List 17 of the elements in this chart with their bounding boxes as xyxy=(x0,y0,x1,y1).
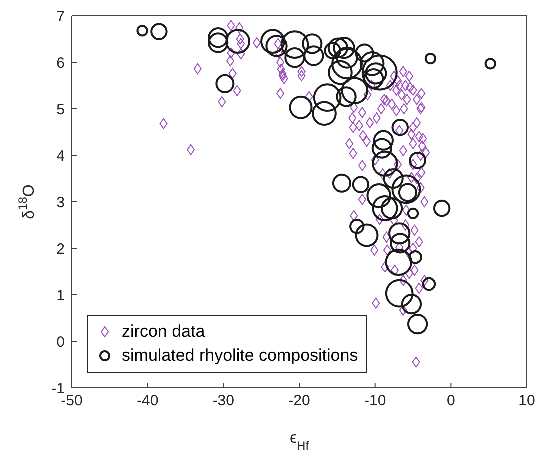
x-tick-label: -10 xyxy=(364,392,386,410)
legend-label: simulated rhyolite compositions xyxy=(122,346,358,366)
y-tick-label: 0 xyxy=(56,334,65,351)
y-tick-label: 4 xyxy=(56,148,65,165)
x-tick-label: -20 xyxy=(288,392,310,410)
y-tick-label: 7 xyxy=(56,8,65,26)
y-tick-label: 5 xyxy=(56,101,65,118)
y-tick-label: 1 xyxy=(56,287,65,304)
x-tick-label: -40 xyxy=(136,392,159,410)
x-axis-title: ϵ$_{Hf}$ xyxy=(290,430,310,453)
y-tick-label: 3 xyxy=(56,194,65,212)
x-tick-label: 10 xyxy=(518,392,536,410)
y-tick-label: 2 xyxy=(56,240,65,258)
x-tick-label: 0 xyxy=(446,392,456,410)
y-tick-label: 6 xyxy=(56,54,65,72)
legend-label: zircon data xyxy=(122,322,206,342)
x-tick-label: -30 xyxy=(212,392,235,410)
